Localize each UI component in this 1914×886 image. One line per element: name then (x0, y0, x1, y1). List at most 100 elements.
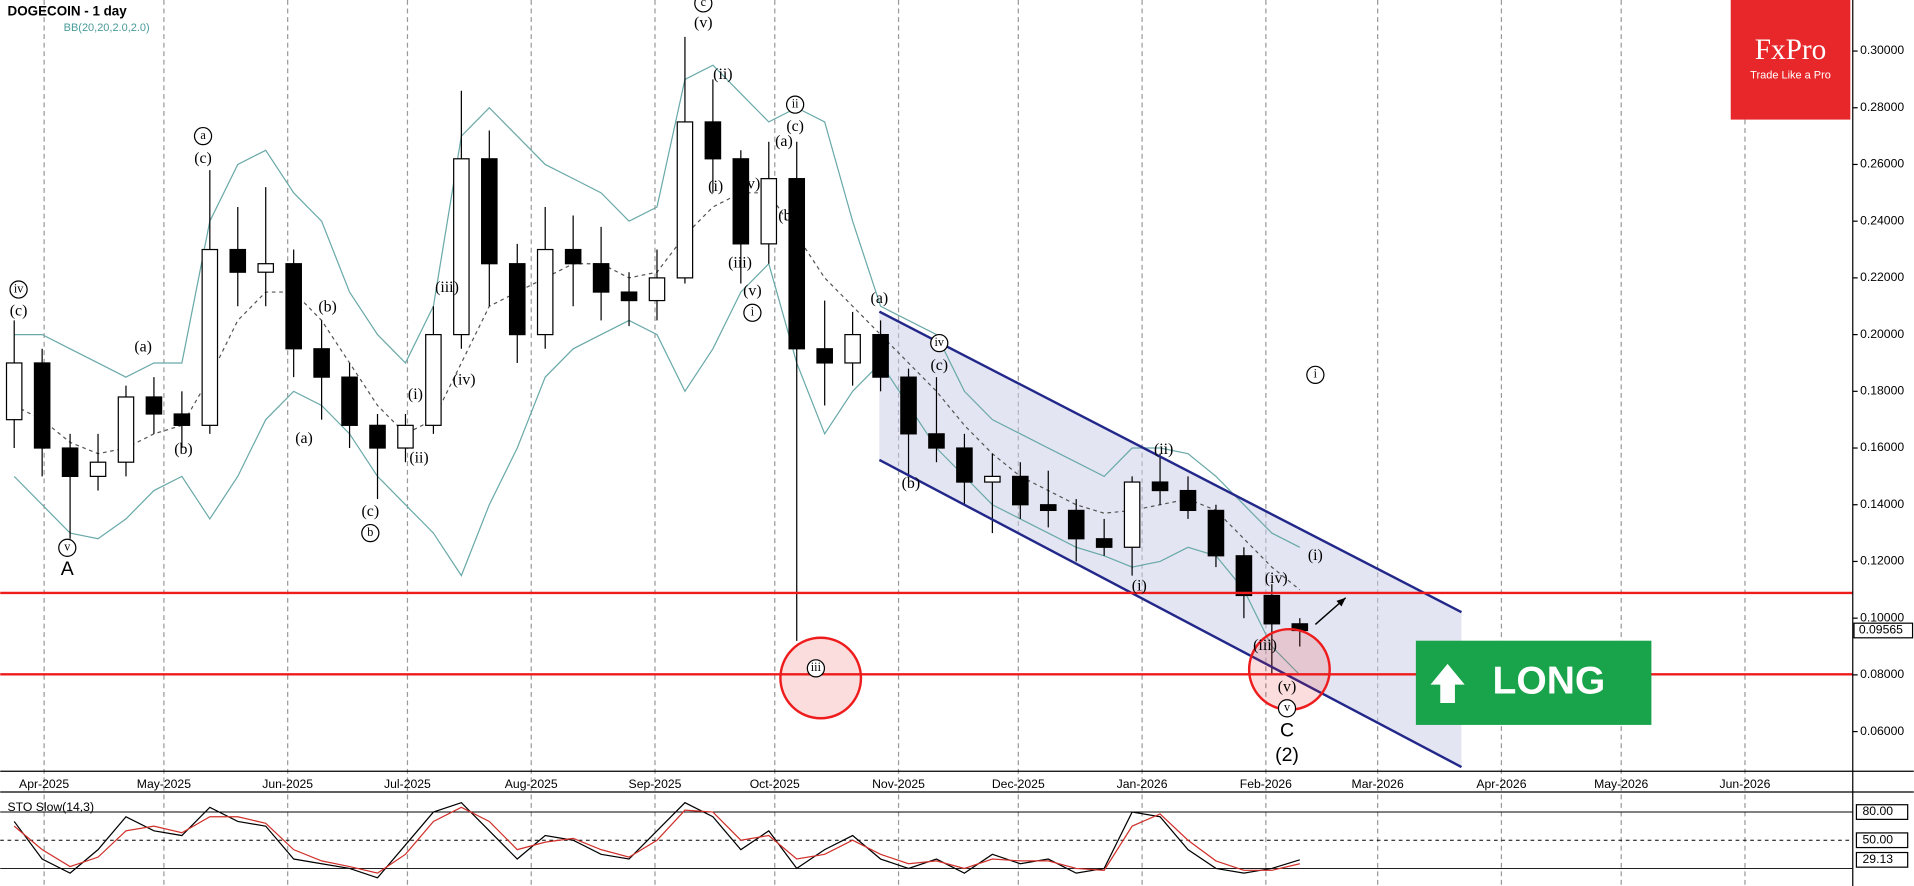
candle-body (1179, 489, 1197, 512)
wave-label: (ii) (1154, 441, 1173, 458)
candle-body (201, 248, 219, 426)
wave-label: (a) (775, 133, 793, 150)
wave-label: iv (14, 281, 24, 295)
wave-label: v (1284, 700, 1291, 714)
x-tick-label: Apr-2025 (19, 777, 69, 791)
candle-body (61, 447, 79, 477)
price-tag-label: 0.09565 (1859, 623, 1903, 637)
y-tick-label: 0.14000 (1860, 497, 1904, 511)
candle-body (1235, 555, 1253, 597)
candle-body (844, 333, 861, 364)
value-tag (1855, 851, 1909, 868)
x-tick-label: Jan-2026 (1117, 777, 1168, 791)
y-tick-label: 80.00 (1863, 804, 1894, 818)
logo-name: FxPro (1755, 34, 1827, 66)
candle-body (1039, 504, 1057, 512)
y-tick-label: 0.16000 (1860, 440, 1904, 454)
candle-body (536, 248, 554, 336)
y-tick-label: 0.10000 (1860, 610, 1904, 624)
candle-body (508, 263, 526, 336)
channel-area (879, 311, 1462, 768)
wave-label: c (701, 0, 707, 9)
wave-label: (a) (134, 339, 152, 356)
band-line (13, 262, 1301, 676)
candle-body (732, 158, 750, 245)
highlight-circle (779, 636, 863, 720)
wave-label: (b) (902, 475, 921, 492)
wave-label: v (64, 540, 71, 554)
wave-label: iii (811, 660, 822, 674)
wave-label: ii (792, 96, 799, 110)
wave-circle (785, 95, 805, 114)
wave-label: (v) (1278, 678, 1297, 695)
y-tick-label: 0.30000 (1860, 43, 1904, 57)
x-tick-label: Jun-2025 (262, 777, 313, 791)
x-tick-label: Jul-2025 (384, 777, 431, 791)
wave-circle (193, 126, 213, 146)
chart-title: DOGECOIN - 1 day (8, 4, 128, 19)
wave-label: (c) (362, 503, 380, 520)
wave-label: (i) (408, 386, 423, 403)
wave-circle (743, 303, 762, 322)
candle-body (592, 263, 610, 293)
candle-body (173, 413, 191, 426)
x-tick-label: Apr-2026 (1476, 777, 1526, 791)
tick-box (1855, 832, 1909, 849)
arrow-head (1336, 597, 1346, 607)
logo-box (1730, 0, 1851, 120)
wave-label: a (200, 128, 206, 142)
candle-body (620, 291, 638, 302)
wave-circle (58, 538, 77, 557)
candle-body (397, 424, 414, 449)
wave-label: i (1314, 367, 1318, 381)
x-tick-label: May-2025 (137, 777, 191, 791)
y-tick-label: 0.06000 (1860, 724, 1904, 738)
wave-label: (i) (708, 178, 723, 195)
wave-circle (694, 0, 713, 13)
wave-label: (b) (174, 441, 193, 458)
x-tick-label: Feb-2026 (1240, 777, 1292, 791)
tick-box (1855, 804, 1909, 820)
candle-body (928, 433, 945, 449)
candle-body (872, 333, 889, 378)
wave-label: (i) (1132, 577, 1147, 594)
y-tick-label: 0.08000 (1860, 667, 1904, 681)
candle-body (1263, 594, 1281, 625)
wave-label: (iv) (737, 176, 760, 193)
wave-label: b (367, 525, 373, 539)
candle-body (453, 158, 470, 336)
wave-circle (9, 280, 28, 299)
candle-body (788, 178, 806, 350)
channel-line (878, 310, 1463, 614)
wave-label: i (751, 305, 755, 319)
y-tick-label: 0.18000 (1860, 384, 1904, 398)
x-tick-label: Jun-2026 (1720, 777, 1771, 791)
signal-text: LONG (1492, 660, 1605, 703)
candle-body (564, 248, 582, 265)
candle-body (816, 348, 833, 364)
wave-label: (v) (694, 15, 712, 32)
candle-body (117, 396, 135, 463)
candle-body (313, 348, 330, 378)
candle-body (1123, 481, 1141, 548)
wave-label: A (61, 558, 74, 580)
wave-label: (b) (778, 207, 797, 224)
wave-label: (iv) (1265, 570, 1288, 587)
y-tick-label: 0.20000 (1860, 327, 1904, 341)
price-tag (1853, 622, 1914, 639)
wave-label: (c) (10, 302, 28, 319)
candle-body (145, 396, 163, 415)
band-line (14, 64, 1301, 548)
wave-circle (806, 659, 826, 678)
candle-body (648, 277, 666, 302)
wave-label: (c) (930, 357, 948, 374)
wave-label: (c) (194, 150, 212, 167)
candle-body (984, 475, 1001, 483)
y-tick-label: 0.26000 (1860, 157, 1904, 171)
channel-line (878, 458, 1463, 769)
wave-label: C (1280, 720, 1294, 742)
wave-label: (v) (743, 283, 761, 300)
grid (43, 0, 1746, 886)
candle-body (285, 263, 302, 350)
candle-body (1012, 475, 1029, 506)
